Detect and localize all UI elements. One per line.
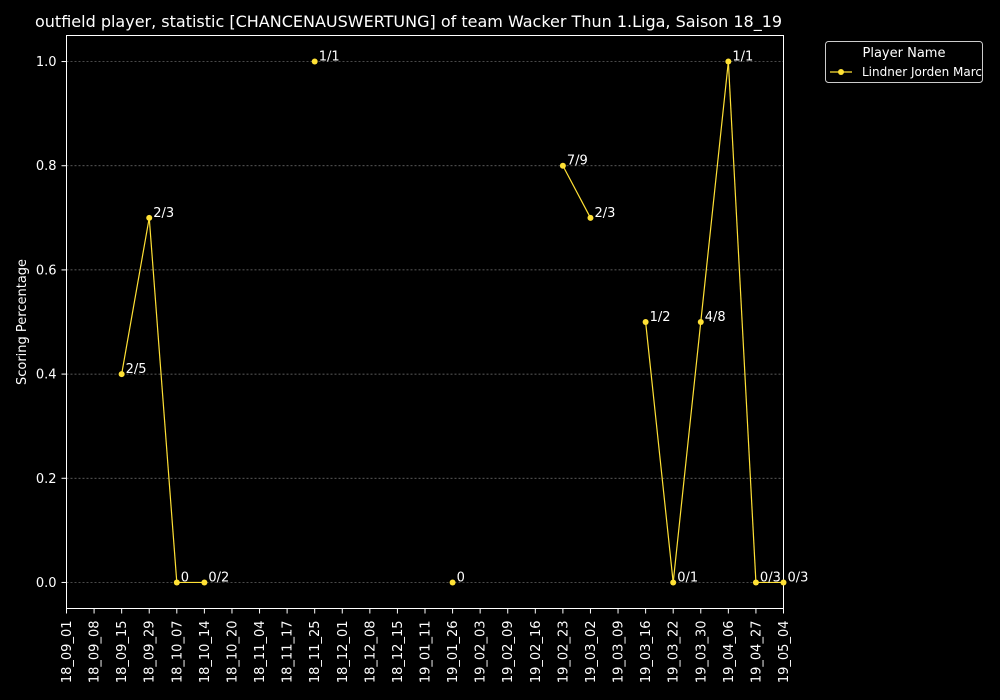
x-tick-label: 19_02_09 <box>501 621 516 684</box>
y-tick-label: 0.0 <box>36 576 57 591</box>
data-point <box>146 214 153 221</box>
data-label: 0/3 <box>760 570 781 585</box>
series-segment <box>727 61 757 583</box>
data-point <box>642 319 649 325</box>
data-point <box>725 58 732 65</box>
y-tick-label: 0.2 <box>36 472 57 487</box>
series-lines <box>121 61 784 584</box>
x-tick-label: 19_05_04 <box>777 621 792 684</box>
x-tick-label: 19_04_06 <box>722 621 737 684</box>
series-segment <box>700 61 729 323</box>
data-label: 7/9 <box>567 154 588 169</box>
y-tick-label: 1.0 <box>36 55 57 70</box>
x-tick-label: 18_11_17 <box>281 621 296 684</box>
chart-title: outfield player, statistic [CHANCENAUSWE… <box>35 12 782 32</box>
y-tick-label: 0.8 <box>36 159 57 174</box>
data-label: 0/1 <box>677 570 698 585</box>
x-tick-label: 19_03_09 <box>612 621 627 684</box>
x-axis: 18_09_01 18_09_08 18_09_15 18_09_29 18_10_07… <box>60 608 792 684</box>
data-label: 0/3 <box>788 570 809 585</box>
data-label: 2/5 <box>126 362 147 377</box>
x-tick-label: 18_12_01 <box>336 621 351 684</box>
legend-title: Player Name <box>863 46 946 61</box>
x-tick-label: 19_02_23 <box>556 621 571 684</box>
x-tick-label: 18_09_08 <box>88 621 103 684</box>
data-label: 4/8 <box>705 310 726 325</box>
data-point <box>559 162 566 169</box>
x-tick-label: 19_04_27 <box>749 621 764 684</box>
data-point <box>670 579 677 586</box>
data-label: 1/1 <box>319 50 340 65</box>
x-tick-label: 18_09_15 <box>115 621 130 684</box>
data-point <box>311 58 318 65</box>
series-segment <box>121 217 150 375</box>
data-point <box>201 579 208 586</box>
x-tick-label: 19_03_30 <box>694 621 709 684</box>
x-tick-label: 19_01_26 <box>446 621 461 684</box>
x-tick-label: 18_11_25 <box>308 621 323 684</box>
series-segment <box>562 165 591 219</box>
data-label: 0/2 <box>208 570 229 585</box>
data-point <box>752 579 759 586</box>
data-point <box>697 319 704 325</box>
x-tick-label: 18_10_07 <box>170 621 185 684</box>
x-tick-label: 19_03_16 <box>639 621 654 684</box>
x-tick-label: 18_11_04 <box>253 621 268 684</box>
legend: Player Name Lindner Jorden Marc <box>825 41 983 83</box>
data-point <box>587 214 594 221</box>
x-tick-label: 18_12_08 <box>363 621 378 684</box>
data-label: 0 <box>457 570 465 585</box>
plot-frame <box>66 35 784 609</box>
data-point <box>449 579 456 586</box>
series-points <box>118 58 787 586</box>
x-tick-label: 18_12_15 <box>391 621 406 684</box>
series-segment <box>672 321 702 583</box>
data-label: 1/2 <box>650 310 671 325</box>
grid <box>66 61 784 583</box>
data-point <box>118 371 125 378</box>
y-axis-label: Scoring Percentage <box>15 259 30 385</box>
y-tick-label: 0.4 <box>36 368 57 383</box>
x-tick-label: 19_01_11 <box>419 621 434 684</box>
data-label: 2/3 <box>594 206 615 221</box>
data-labels: 2/5 2/3 0 0/2 1/1 0 7/9 2/3 1/2 0/1 4/8 1/1 0/3 0/3 <box>126 50 809 586</box>
legend-box <box>825 41 983 83</box>
data-point <box>780 579 787 586</box>
series-segment <box>645 321 674 583</box>
x-tick-label: 19_02_03 <box>474 621 489 684</box>
x-tick-label: 18_10_14 <box>198 621 213 684</box>
x-tick-label: 19_02_16 <box>529 621 544 684</box>
data-label: 1/1 <box>732 50 753 65</box>
x-tick-label: 18_09_29 <box>143 621 158 684</box>
x-tick-label: 19_03_22 <box>667 621 682 684</box>
legend-item-label: Lindner Jorden Marc <box>862 65 982 79</box>
y-axis: 0.0 0.2 0.4 0.6 0.8 1.0 <box>36 55 67 591</box>
legend-marker <box>838 69 844 75</box>
series-segment <box>148 217 178 583</box>
y-tick-label: 0.6 <box>36 263 57 278</box>
x-tick-label: 19_03_02 <box>584 621 599 684</box>
data-label: 2/3 <box>153 206 174 221</box>
x-tick-label: 18_10_20 <box>225 621 240 684</box>
data-point <box>173 579 180 586</box>
data-label: 0 <box>181 570 189 585</box>
x-tick-label: 18_09_01 <box>60 621 75 684</box>
